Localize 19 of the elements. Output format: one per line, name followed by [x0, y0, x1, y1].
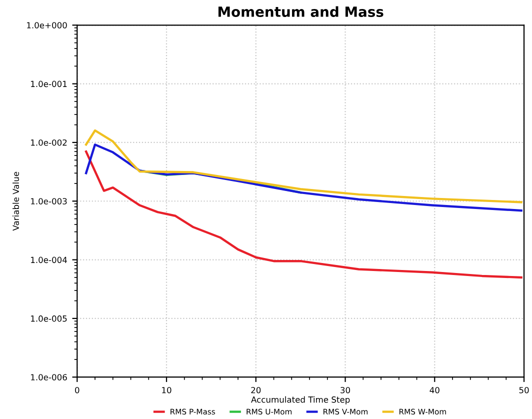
line-series — [84, 150, 522, 279]
x-tick-label: 10 — [162, 386, 172, 394]
x-tick-label: 0 — [75, 386, 80, 394]
x-tick-label: 40 — [430, 386, 440, 394]
y-tick-label: 1.0e-004 — [31, 256, 67, 264]
line-series — [84, 143, 522, 212]
line-series — [84, 129, 522, 204]
x-tick-label: 20 — [251, 386, 261, 394]
x-tick-label: 30 — [340, 386, 350, 394]
y-tick-label: 1.0e+000 — [27, 22, 67, 28]
y-tick-label: 1.0e-003 — [31, 198, 67, 204]
y-tick-label: 1.0e-001 — [31, 80, 67, 88]
y-tick-label: 1.0e-006 — [31, 374, 67, 380]
x-tick-label: 50 — [519, 386, 529, 394]
y-tick-label: 1.0e-002 — [31, 139, 67, 146]
y-tick-label: 1.0e-005 — [31, 315, 67, 322]
y-axis-title: Variable Value — [12, 172, 19, 231]
chart-title: Momentum and Mass — [218, 6, 384, 18]
x-axis-title: Accumulated Time Step — [251, 396, 350, 404]
